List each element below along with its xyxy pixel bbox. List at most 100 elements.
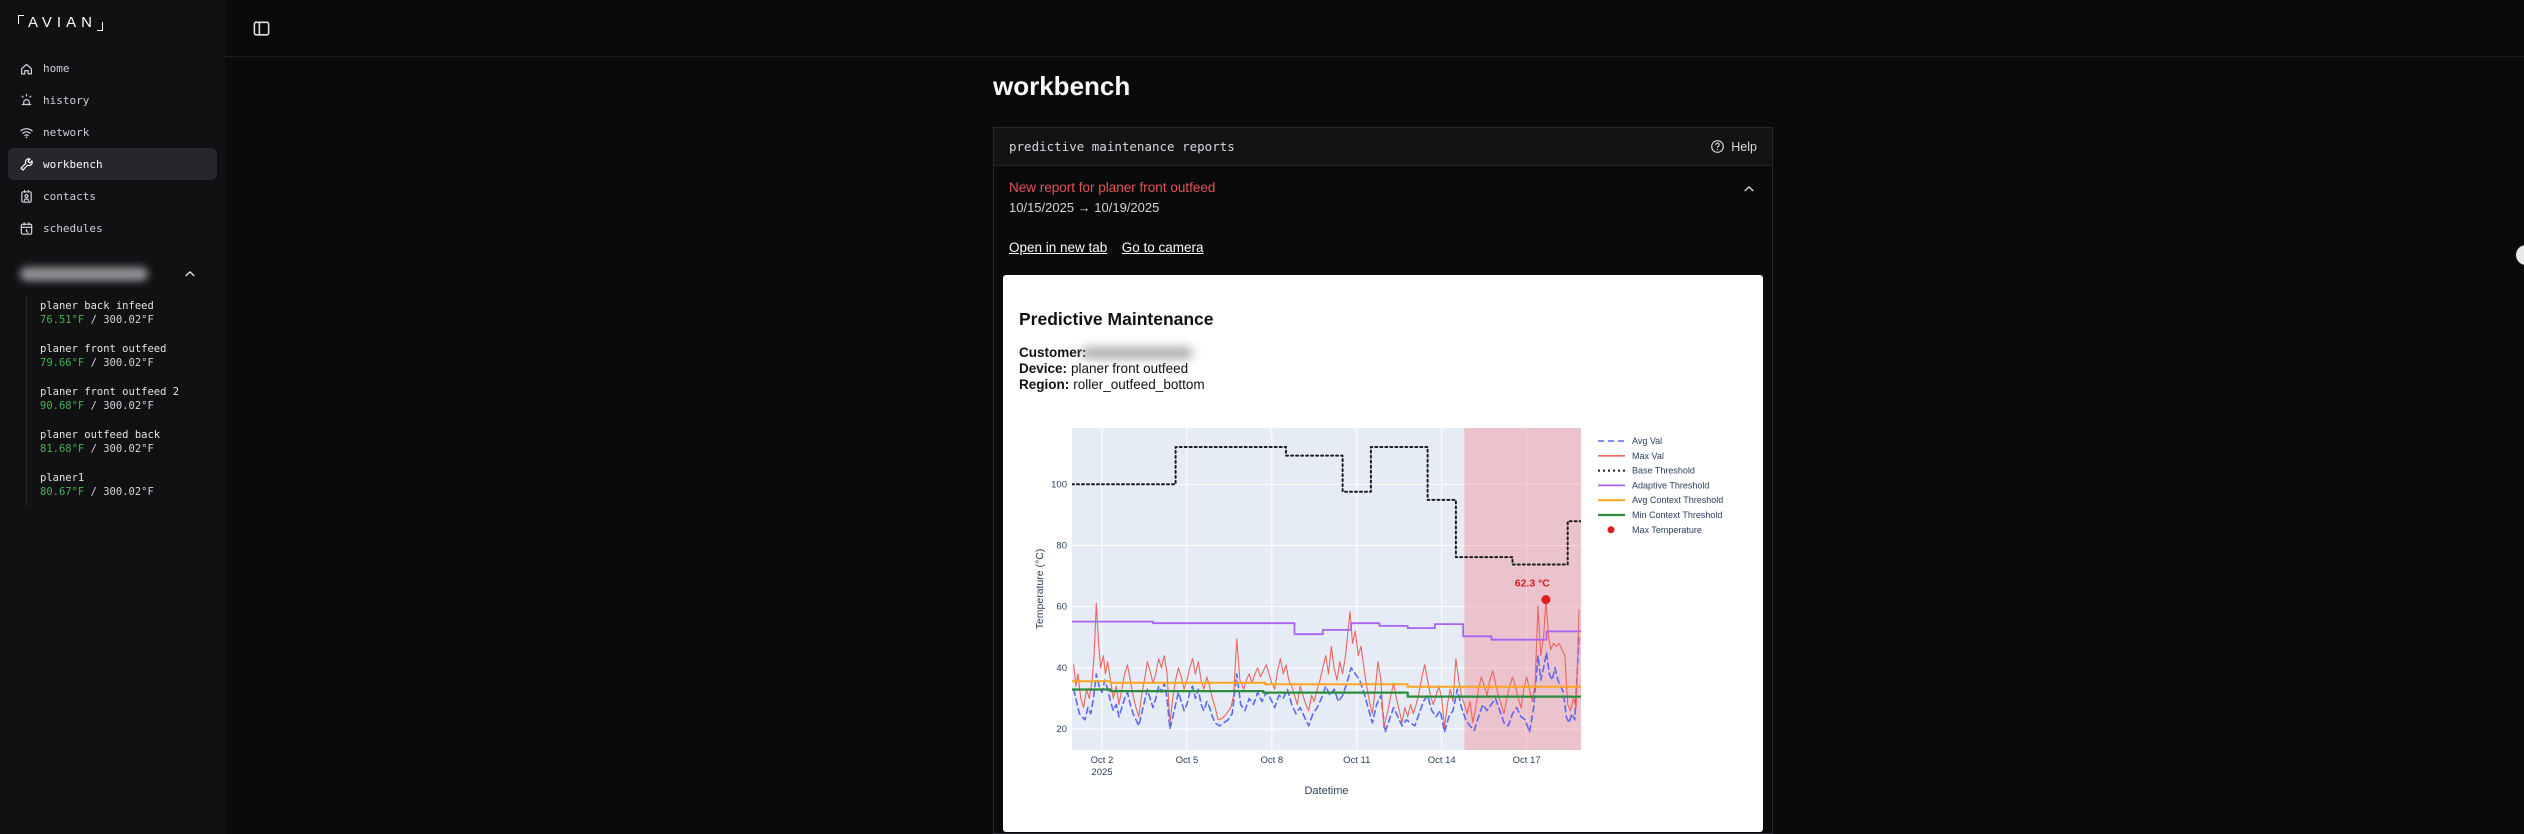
region-row: Region: roller_outfeed_bottom	[1019, 377, 1205, 393]
chevron-up-icon[interactable]	[183, 267, 197, 286]
legend-label: Min Context Threshold	[1632, 510, 1722, 520]
sidebar-toggle-icon[interactable]	[251, 19, 271, 39]
sidebar-item-label: schedules	[43, 221, 103, 235]
siren-icon	[21, 93, 32, 105]
redacted-group-name	[20, 267, 148, 281]
x-tick-label: Oct 11	[1343, 755, 1370, 766]
report-meta: Customer: Device: planer front outfeed R…	[1019, 345, 1205, 393]
y-tick-label: 60	[1056, 602, 1067, 613]
wifi-icon	[20, 127, 33, 138]
legend-label: Base Threshold	[1632, 466, 1695, 476]
chart-series	[1072, 446, 1581, 733]
chart-series-line	[1072, 636, 1580, 733]
sensor-item[interactable]: planer1 80.67°F / 300.02°F	[40, 472, 220, 499]
open-in-new-tab-link[interactable]: Open in new tab	[1009, 240, 1108, 255]
legend-label: Max Val	[1632, 451, 1664, 461]
x-tick-label: Oct 5	[1176, 755, 1199, 766]
y-axis-title: Temperature (°C)	[1034, 549, 1046, 630]
customer-label: Customer:	[1019, 345, 1087, 360]
notification-title: New report for planer front outfeed	[1009, 180, 1216, 195]
sensor-group-header[interactable]	[20, 266, 205, 284]
sensor-value: 76.51°F / 300.02°F	[40, 313, 154, 326]
sidebar-nav: home history network workbench contacts …	[8, 52, 217, 244]
sensor-value: 90.68°F / 300.02°F	[40, 399, 154, 412]
report-title: Predictive Maintenance	[1019, 309, 1214, 329]
logo-bracket-icon	[96, 22, 103, 31]
legend-label: Avg Context Threshold	[1632, 495, 1723, 505]
y-tick-label: 20	[1056, 724, 1067, 735]
sidebar-item-label: contacts	[43, 189, 96, 203]
edge-widget-handle[interactable]	[2516, 245, 2524, 265]
help-button[interactable]: Help	[1710, 139, 1757, 154]
sensor-item[interactable]: planer back infeed 76.51°F / 300.02°F	[40, 300, 220, 327]
x-tick-label: Oct 8	[1261, 755, 1284, 766]
chevron-up-icon[interactable]	[1742, 182, 1756, 201]
sidebar-item-network[interactable]: network	[8, 116, 217, 148]
x-tick-label: Oct 14	[1428, 755, 1456, 766]
sensor-name: planer front outfeed	[40, 343, 167, 355]
sensor-item[interactable]: planer outfeed back 81.68°F / 300.02°F	[40, 429, 220, 456]
sensor-name: planer front outfeed 2	[40, 386, 180, 398]
contact-card-icon	[21, 189, 32, 203]
device-label: Device:	[1019, 361, 1068, 376]
customer-row: Customer:	[1019, 345, 1205, 361]
device-row: Device: planer front outfeed	[1019, 361, 1205, 377]
x-tick-label: Oct 17	[1513, 755, 1541, 766]
legend-label: Avg Val	[1632, 436, 1662, 446]
sidebar-item-home[interactable]: home	[8, 52, 217, 84]
chart-legend: Avg Val Max Val Base Threshold Adaptive Thr…	[1598, 436, 1723, 535]
x-axis-title: Datetime	[1304, 785, 1348, 797]
notification-links: Open in new tab Go to camera	[994, 215, 1772, 257]
sensor-value: 79.66°F / 300.02°F	[40, 356, 154, 369]
go-to-camera-link[interactable]: Go to camera	[1121, 240, 1204, 255]
report-notification: New report for planer front outfeed 10/1…	[994, 166, 1772, 215]
help-label: Help	[1731, 139, 1757, 154]
sensor-name: planer outfeed back	[40, 429, 161, 441]
panel-header: predictive maintenance reports Help	[994, 128, 1772, 166]
report-card: Predictive Maintenance Customer: Device:…	[1003, 275, 1763, 832]
chart-series-line	[1072, 446, 1581, 566]
sidebar-item-label: network	[43, 125, 90, 139]
sensor-item[interactable]: planer front outfeed 2 90.68°F / 300.02°F	[40, 386, 220, 413]
x-tick-label: Oct 2	[1091, 755, 1114, 766]
home-icon	[21, 63, 32, 74]
legend-label: Adaptive Threshold	[1632, 480, 1709, 490]
circle-question-icon	[1711, 140, 1725, 153]
device-value: planer front outfeed	[1071, 361, 1189, 376]
chart-series-line	[1072, 688, 1581, 698]
sidebar-item-schedules[interactable]: schedules	[8, 212, 217, 244]
sensor-list: planer back infeed 76.51°F / 300.02°F plan…	[40, 300, 220, 515]
tree-guide-line	[26, 296, 27, 506]
redacted-customer-name	[1080, 347, 1193, 359]
region-value: roller_outfeed_bottom	[1073, 377, 1205, 392]
x-tick-sublabel: 2025	[1091, 767, 1112, 778]
sidebar: AVIAN home history network workbench con…	[0, 0, 225, 834]
y-tick-label: 100	[1051, 479, 1067, 490]
page-title: workbench	[993, 71, 1131, 101]
sensor-item[interactable]: planer front outfeed 79.66°F / 300.02°F	[40, 343, 220, 370]
region-label: Region:	[1019, 377, 1070, 392]
sidebar-item-contacts[interactable]: contacts	[8, 180, 217, 212]
sensor-value: 81.68°F / 300.02°F	[40, 442, 154, 455]
sensor-value: 80.67°F / 300.02°F	[40, 485, 154, 498]
sidebar-item-label: home	[43, 61, 70, 75]
chart-series-line	[1072, 620, 1581, 641]
wrench-icon	[20, 157, 33, 171]
legend-label: Max Temperature	[1632, 525, 1702, 535]
sidebar-item-history[interactable]: history	[8, 84, 217, 116]
y-tick-label: 40	[1056, 663, 1067, 674]
calendar-clock-icon	[20, 221, 33, 235]
avian-logo: AVIAN	[18, 14, 103, 31]
topbar	[225, 0, 2524, 57]
sensor-name: planer back infeed	[40, 300, 154, 312]
logo-bracket-icon	[18, 15, 24, 24]
notification-date-range: 10/15/2025 → 10/19/2025	[1009, 200, 1160, 215]
panel-title: predictive maintenance reports	[1009, 139, 1235, 154]
sidebar-item-workbench[interactable]: workbench	[8, 148, 217, 180]
chart-annotation: 62.3 °C	[1515, 578, 1551, 590]
chart-max-temp-marker	[1541, 595, 1551, 605]
legend-marker-swatch	[1607, 526, 1615, 534]
sensor-name: planer1	[40, 472, 85, 484]
